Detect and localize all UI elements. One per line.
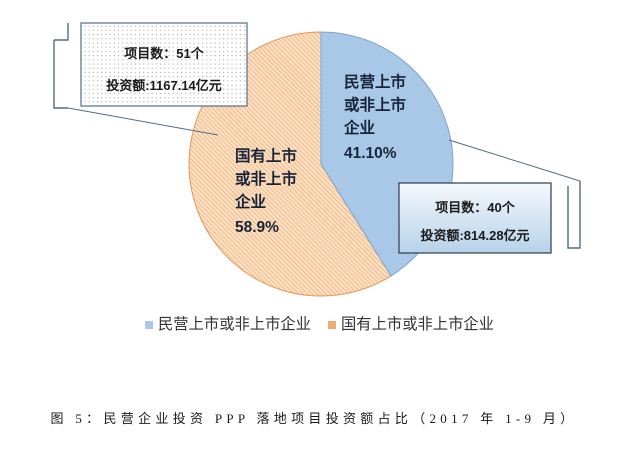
svg-text:41.10%: 41.10% xyxy=(344,145,397,162)
svg-text:或非上市: 或非上市 xyxy=(344,95,407,114)
svg-text:58.9%: 58.9% xyxy=(235,219,279,236)
svg-text:国有上市或非上市企业: 国有上市或非上市企业 xyxy=(341,315,494,333)
svg-text:或非上市: 或非上市 xyxy=(235,169,298,188)
svg-text:投资额:1167.14亿元: 投资额:1167.14亿元 xyxy=(106,78,222,93)
svg-text:民营上市或非上市企业: 民营上市或非上市企业 xyxy=(158,315,311,333)
svg-text:项目数：40个: 项目数：40个 xyxy=(435,200,515,215)
svg-text:企业: 企业 xyxy=(234,192,266,211)
svg-text:投资额:814.28亿元: 投资额:814.28亿元 xyxy=(420,228,529,243)
svg-text:项目数：51个: 项目数：51个 xyxy=(124,46,204,61)
svg-text:国有上市: 国有上市 xyxy=(235,146,298,165)
svg-text:民营上市: 民营上市 xyxy=(344,72,407,91)
svg-text:企业: 企业 xyxy=(343,118,375,137)
svg-text:图 5：民营企业投资 PPP 落地项目投资额占比（2017: 图 5：民营企业投资 PPP 落地项目投资额占比（2017 年 1-9 月） xyxy=(51,411,578,426)
